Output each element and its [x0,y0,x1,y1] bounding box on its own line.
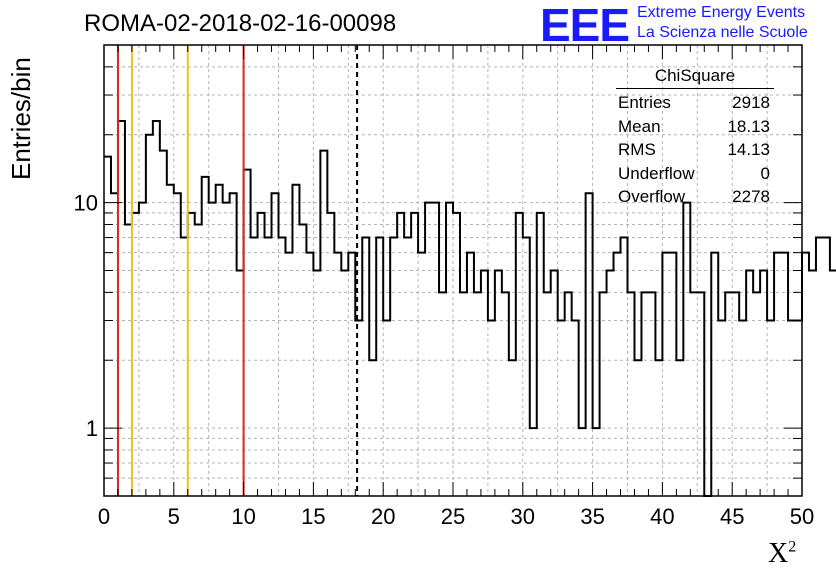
x-tick-label: 25 [441,504,465,529]
x-tick-label: 40 [650,504,674,529]
stats-row-rms: RMS 14.13 [618,140,770,159]
y-tick-label: 10 [74,191,98,216]
logo-line-1: Extreme Energy Events [637,4,806,21]
run-title: ROMA-02-2018-02-16-00098 [84,10,397,37]
stats-title: ChiSquare [616,66,774,89]
x-tick-label: 20 [371,504,395,529]
stats-row-mean: Mean 18.13 [618,116,770,136]
x-tick-label: 45 [720,504,744,529]
x-tick-label: 50 [790,504,814,529]
y-axis-label: Entries/bin [6,57,36,180]
stats-row-overflow: Overflow 2278 [618,187,770,206]
axes [103,44,803,497]
stats-row-entries: Entries 2918 [618,93,770,112]
x-tick-label: 30 [511,504,535,529]
x-tick-label: 5 [168,504,180,529]
y-tick-label: 1 [86,416,98,441]
tick-labels: 0 5 10 15 20 25 30 35 40 45 50 1 10 [74,191,815,529]
x-tick-label: 15 [301,504,325,529]
stats-box: ChiSquare Entries 2918 Mean 18.13 RMS 14.13… [610,66,778,209]
x-tick-label: 10 [231,504,255,529]
x-axis-label: X2 [768,538,797,569]
eee-logo: EEE [540,0,630,51]
x-tick-label: 35 [580,504,604,529]
reference-lines [116,45,359,496]
logo-line-2: La Scienza nelle Scuole [637,24,808,41]
x-tick-label: 0 [98,504,110,529]
stats-row-underflow: Underflow 0 [618,163,770,183]
